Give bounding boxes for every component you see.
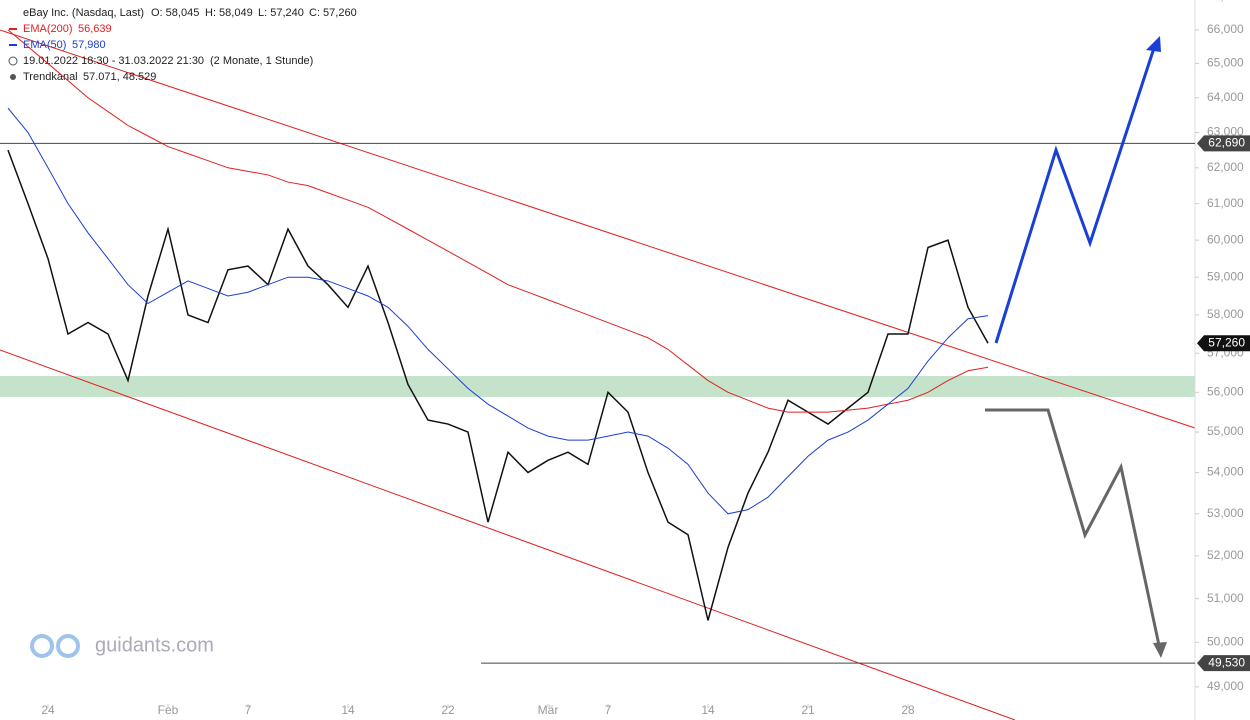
- y-tick-label: 52,000: [1207, 548, 1244, 562]
- y-tick-label: 67,000: [1207, 0, 1244, 3]
- legend-swatch: [9, 28, 17, 30]
- legend-value: 56,639: [78, 23, 112, 35]
- channel-upper: [0, 29, 1196, 429]
- price-label: 62,690: [1208, 136, 1245, 150]
- title: eBay Inc. (Nasdaq, Last): [23, 7, 144, 19]
- header: eBay Inc. (Nasdaq, Last) O: 58,045 H: 58…: [8, 7, 357, 83]
- watermark: guidants.com: [30, 634, 214, 658]
- y-tick-label: 58,000: [1207, 307, 1244, 321]
- x-tick-label: Feb: [158, 703, 179, 717]
- price-label: 57,260: [1208, 335, 1245, 349]
- y-tick-label: 66,000: [1207, 22, 1244, 36]
- y-tick-label: 55,000: [1207, 424, 1244, 438]
- y-tick-label: 54,000: [1207, 465, 1244, 479]
- y-tick-label: 53,000: [1207, 506, 1244, 520]
- legend-label: EMA(200): [23, 23, 73, 35]
- y-tick-label: 50,000: [1207, 634, 1244, 648]
- legend-value: 57,980: [72, 39, 106, 51]
- ohlc: H: 58,049: [205, 7, 253, 19]
- y-tick-label: 63,000: [1207, 125, 1244, 139]
- x-tick-label: 7: [605, 703, 612, 717]
- bull-arrowhead: [1146, 36, 1161, 52]
- series-line: [7, 29, 989, 413]
- x-tick-label: 7: [245, 703, 252, 717]
- ohlc: O: 58,045: [151, 7, 199, 19]
- bear-projection: [985, 408, 1162, 651]
- x-tick-label: 24: [41, 703, 55, 717]
- clock-icon: [8, 56, 18, 66]
- y-tick-label: 51,000: [1207, 591, 1244, 605]
- channel-lower: [0, 349, 1016, 720]
- period-note: (2 Monate, 1 Stunde): [210, 55, 313, 67]
- ohlc: C: 57,260: [309, 7, 357, 19]
- bull-projection: [994, 44, 1157, 344]
- ohlc: L: 57,240: [258, 7, 304, 19]
- series-line: [7, 149, 989, 621]
- watermark-text: guidants.com: [95, 634, 214, 656]
- series-line: [7, 107, 989, 515]
- y-tick-label: 56,000: [1207, 384, 1244, 398]
- y-tick-label: 64,000: [1207, 90, 1244, 104]
- price-label: 49,530: [1208, 655, 1245, 669]
- price-tag: [1197, 655, 1250, 672]
- x-tick-label: 21: [801, 703, 815, 717]
- y-tick-label: 60,000: [1207, 232, 1244, 246]
- x-tick-label: 14: [701, 703, 715, 717]
- legend-swatch: [9, 44, 17, 46]
- price-tag: [1197, 335, 1250, 352]
- legend-label: EMA(50): [23, 39, 66, 51]
- channel-icon: [10, 74, 16, 80]
- bear-arrowhead: [1153, 642, 1167, 658]
- x-tick-label: Mär: [538, 703, 559, 717]
- x-tick-label: 14: [341, 703, 355, 717]
- price-tag: [1197, 135, 1250, 152]
- x-tick-label: 22: [441, 703, 455, 717]
- y-tick-label: 61,000: [1207, 196, 1244, 210]
- channel-label: Trendkanal: [23, 71, 78, 83]
- period: 19.01.2022 18:30 - 31.03.2022 21:30: [23, 55, 204, 67]
- support-zone: [0, 376, 1195, 397]
- channel-values: 57.071, 48.529: [83, 71, 156, 83]
- x-tick-label: 28: [901, 703, 915, 717]
- y-tick-label: 62,000: [1207, 160, 1244, 174]
- y-tick-label: 65,000: [1207, 56, 1244, 70]
- y-tick-label: 59,000: [1207, 269, 1244, 283]
- y-tick-label: 49,000: [1207, 679, 1244, 693]
